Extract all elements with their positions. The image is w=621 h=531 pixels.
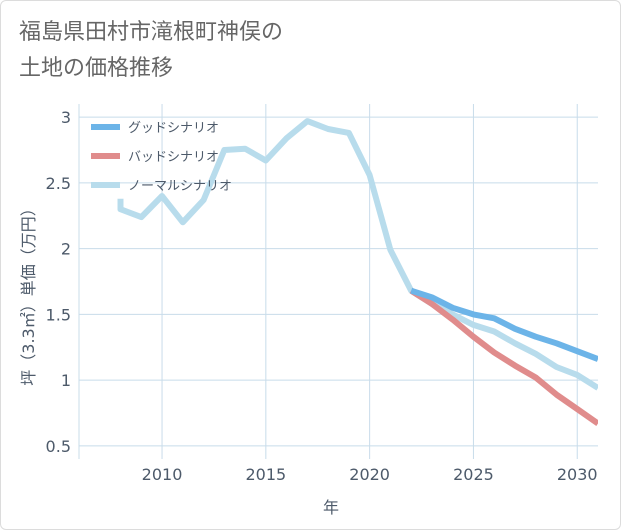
y-tick-label: 1.5 xyxy=(46,305,71,324)
x-tick-label: 2015 xyxy=(245,465,286,484)
series-line-1 xyxy=(409,288,598,426)
series-line-0 xyxy=(410,287,598,362)
y-tick-label: 2 xyxy=(61,240,71,259)
grid-lines xyxy=(78,104,598,459)
x-tick-label: 2030 xyxy=(557,465,598,484)
x-tick-label: 2025 xyxy=(453,465,494,484)
series-layer xyxy=(117,118,598,426)
y-axis-ticks: 0.5 1 1.5 2 2.5 3 xyxy=(46,108,71,456)
legend-label-2: ノーマルシナリオ xyxy=(128,179,232,194)
y-tick-label: 1 xyxy=(61,371,71,390)
series-line-2 xyxy=(117,118,598,391)
x-tick-label: 2010 xyxy=(142,465,183,484)
y-tick-label: 0.5 xyxy=(46,437,71,456)
x-tick-label: 2020 xyxy=(349,465,390,484)
y-axis-title: 坪（3.3㎡）単価（万円） xyxy=(19,200,38,385)
chart-title: 福島県田村市滝根町神俣の 土地の価格推移 xyxy=(19,20,284,81)
legend-label-1: バッドシナリオ xyxy=(128,150,219,165)
y-tick-label: 3 xyxy=(61,108,71,127)
x-axis-title: 年 xyxy=(323,498,339,517)
legend-label-0: グッドシナリオ xyxy=(128,121,219,136)
y-tick-label: 2.5 xyxy=(46,174,71,193)
x-axis-ticks: 2010 2015 2020 2025 2030 xyxy=(142,465,598,484)
